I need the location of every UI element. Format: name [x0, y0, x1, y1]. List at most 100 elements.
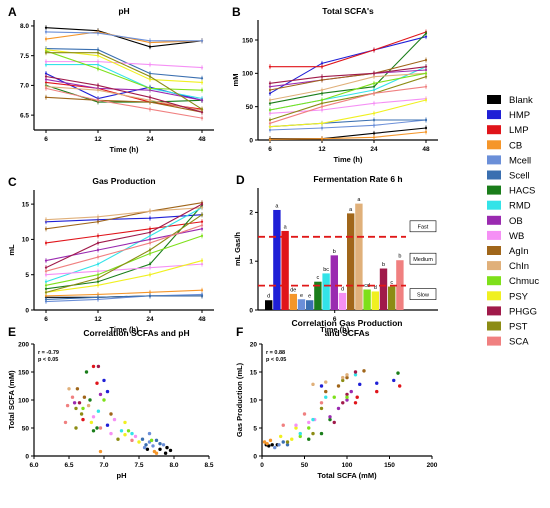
panel-B-point: [320, 65, 324, 68]
panel-C-point: [96, 241, 100, 245]
panel-E-point-chin: [86, 403, 91, 408]
panel-C-series-agin: [45, 202, 203, 230]
panel-A-point: [96, 48, 100, 51]
panel-F-point-phgg: [332, 420, 336, 425]
panel-F-point-chin: [345, 373, 349, 377]
panel-C-point: [96, 273, 100, 276]
panel-F-point-rmd: [298, 431, 302, 436]
panel-C-series-psy: [45, 260, 203, 293]
legend-swatch-rmd: [487, 200, 501, 210]
panel-C-point: [200, 259, 204, 262]
panel-B-title: Total SCFA's: [322, 6, 374, 16]
legend-swatch-blank: [487, 95, 501, 104]
panel-D-xtick-label: 6: [333, 316, 337, 323]
legend-label-ob: OB: [509, 216, 523, 227]
panel-B-point: [268, 138, 272, 141]
panel-F-point-mcell: [277, 443, 281, 447]
panel-A-point: [200, 77, 204, 80]
panel-E-point-wb: [109, 431, 113, 436]
legend-label-hacs: HACS: [509, 186, 535, 197]
panel-B-point: [372, 88, 376, 92]
panel-C-point: [44, 266, 48, 269]
panel-F-point-pst: [285, 440, 290, 444]
panel-E-point-scell: [158, 441, 162, 446]
panel-E-point-pst: [79, 412, 84, 416]
panel-F-point-chmuc: [332, 395, 336, 399]
panel-A-series-scell: [45, 47, 203, 79]
panel-E-point-blank: [158, 447, 162, 451]
panel-E-annotation: p < 0.05: [38, 357, 58, 363]
panel-D-bar-ob: [330, 255, 338, 310]
panel-F-point-hacs: [307, 437, 311, 441]
panel-A-point: [148, 72, 152, 75]
panel-A-point: [96, 84, 100, 87]
panel-E-ytick-label: 50: [22, 425, 30, 432]
panel-E-xtick-label: 7.0: [99, 462, 108, 469]
panel-F-point-pst: [341, 378, 345, 383]
legend-swatch-ob: [487, 215, 501, 225]
panel-E-xtick-label: 8.0: [169, 462, 178, 469]
panel-A-point: [200, 117, 204, 120]
panel-B-series-mcell: [269, 119, 427, 131]
panel-A-point: [148, 87, 152, 90]
panel-F-point-scell: [285, 443, 290, 447]
panel-B-xtick-label: 24: [370, 146, 378, 153]
panel-D-bar-chin: [355, 203, 363, 310]
panel-C-series-mcell: [45, 293, 203, 303]
panel-D-bar-letter: c: [317, 275, 320, 281]
panel-B-point: [320, 126, 324, 130]
panel-B-point: [320, 88, 324, 92]
panel-A-point: [200, 99, 204, 102]
panel-F-point-scell: [281, 440, 285, 444]
legend-label-wb: WB: [509, 231, 524, 242]
panel-F-point-chmuc: [298, 434, 302, 439]
panel-A-point: [200, 81, 204, 84]
panel-A-ytick-label: 7.0: [20, 83, 29, 90]
panel-E-point-psy: [89, 420, 94, 425]
panel-B-xtick-label: 6: [268, 146, 272, 153]
panel-B: 0 50 100 150 6 12 24 48 Total SCFA's Time (h) mM B: [231, 5, 438, 164]
panel-B-series-sca: [269, 86, 427, 124]
panel-F-point-blank: [270, 443, 274, 447]
panel-C-point: [96, 293, 100, 296]
panel-B-xtick-label: 12: [318, 146, 326, 153]
panel-E-point-mcell: [142, 445, 147, 450]
panel-E-point-agin: [75, 387, 80, 391]
legend-swatch-lmp: [487, 125, 501, 135]
panel-D-bar-phgg: [379, 268, 388, 310]
panel-C-xtick-label: 24: [146, 316, 154, 323]
panel-E-ytick-label: 150: [18, 369, 29, 376]
panel-C-point: [200, 234, 204, 237]
panel-C-series-sca: [45, 224, 203, 272]
panel-C-point: [44, 241, 48, 245]
panel-B-point: [372, 112, 376, 115]
panel-B-point: [372, 124, 376, 127]
panel-C-point: [96, 270, 100, 273]
legend-swatch-hmp: [487, 110, 501, 120]
legend-label-psy: PSY: [509, 291, 529, 302]
panel-A-point: [200, 108, 204, 111]
panel-E-point-hmp: [102, 378, 106, 383]
panel-C-point: [148, 231, 152, 234]
panel-F-ytick-label: 10: [250, 397, 258, 404]
panel-E-point-psy: [123, 433, 127, 437]
panel-E-xtick-label: 6.5: [64, 462, 73, 469]
panel-C-point: [96, 248, 100, 252]
panel-A-point: [96, 63, 100, 66]
panel-C-point: [96, 296, 100, 299]
panel-E-point-psy: [137, 440, 141, 444]
panel-B-point: [372, 118, 376, 122]
panel-F-point-wb: [294, 423, 298, 427]
panel-A-series-chin: [45, 86, 203, 111]
panel-C-point: [44, 284, 48, 287]
panel-E-point-lmp: [91, 364, 96, 369]
panel-B-xlabel: Time (h): [333, 155, 363, 164]
panel-E-xlabel: pH: [117, 471, 127, 480]
legend-label-mcell: Mcell: [509, 155, 531, 166]
panel-D-bar-cb: [289, 293, 297, 310]
panel-A-letter: A: [8, 5, 17, 19]
panel-C-point: [96, 234, 100, 237]
panel-A-point: [44, 63, 48, 66]
